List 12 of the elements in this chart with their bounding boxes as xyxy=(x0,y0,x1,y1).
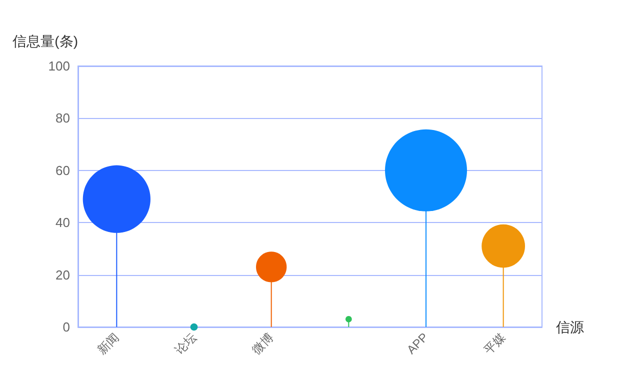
x-tick-label: 平媒 xyxy=(481,330,508,357)
y-tick-label: 60 xyxy=(56,162,70,178)
y-tick-label: 0 xyxy=(62,320,70,334)
y-tick-label: 20 xyxy=(56,267,70,282)
y-tick-label: 40 xyxy=(56,215,70,230)
y-tick-label: 80 xyxy=(56,110,70,126)
x-axis-title: 信源 xyxy=(556,319,584,335)
y-tick-label: 100 xyxy=(48,58,70,74)
y-axis-title: 信息量(条) xyxy=(12,33,78,49)
x-tick-label: 微博 xyxy=(249,330,276,357)
x-tick-label: 新闻 xyxy=(94,330,122,357)
x-tick-label: 论坛 xyxy=(172,330,199,357)
